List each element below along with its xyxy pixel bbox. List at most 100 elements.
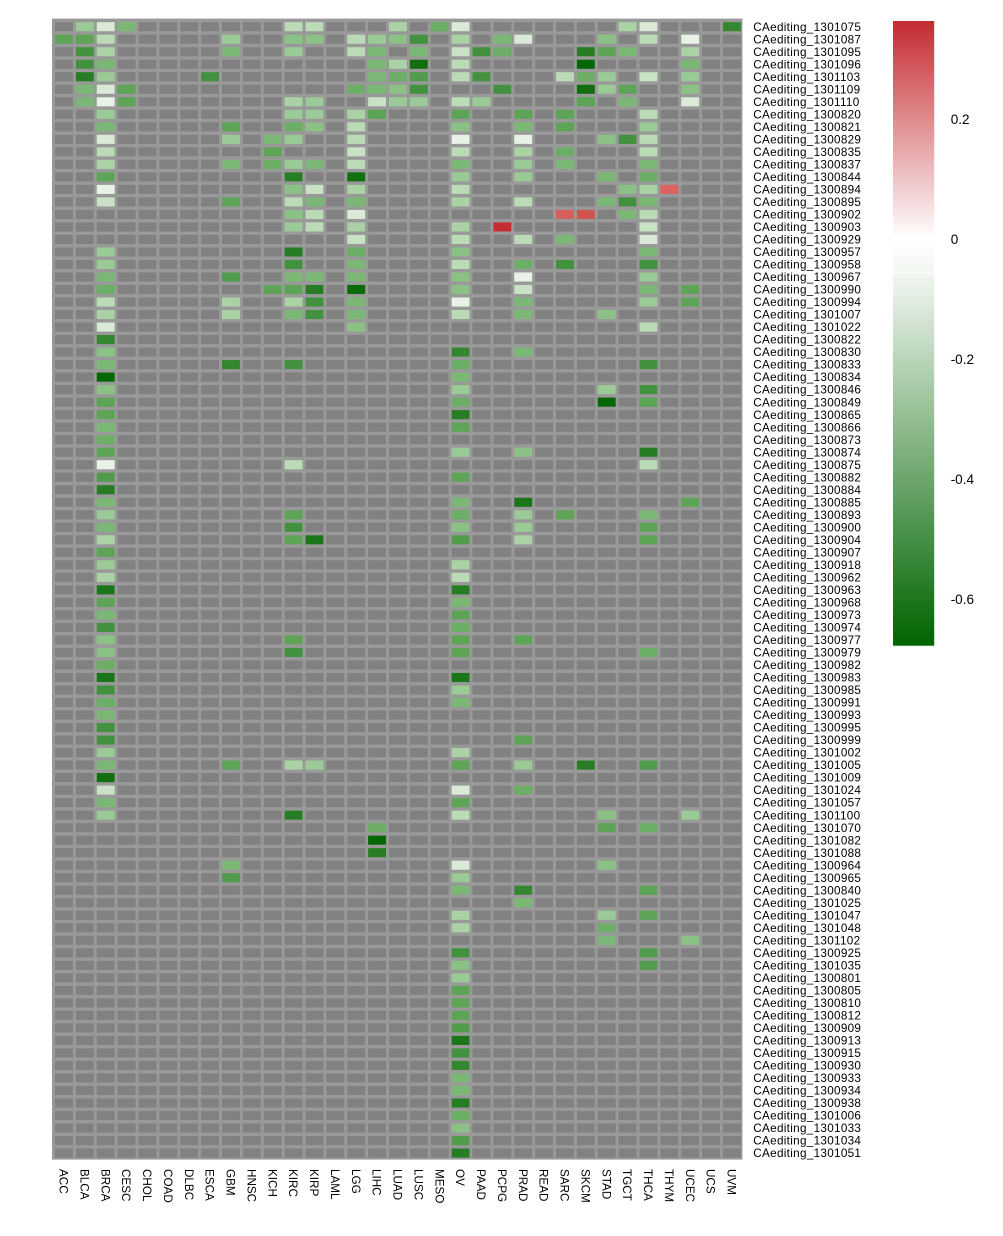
svg-text:CAediting_1300913: CAediting_1300913 [753,1035,861,1048]
svg-text:UVM: UVM [725,1169,738,1195]
svg-text:CAediting_1300925: CAediting_1300925 [753,947,861,960]
svg-text:BRCA: BRCA [98,1169,111,1202]
svg-text:CAediting_1300915: CAediting_1300915 [753,1047,861,1060]
svg-text:CAediting_1301034: CAediting_1301034 [753,1135,861,1148]
svg-text:CAediting_1301096: CAediting_1301096 [753,58,861,71]
svg-text:CAediting_1300895: CAediting_1300895 [753,196,861,209]
svg-text:CAediting_1300835: CAediting_1300835 [753,146,861,159]
svg-text:CAediting_1300973: CAediting_1300973 [753,609,861,622]
svg-text:CAediting_1300974: CAediting_1300974 [753,622,861,635]
svg-text:KIRC: KIRC [286,1169,299,1197]
svg-text:KICH: KICH [265,1169,278,1197]
svg-text:OV: OV [453,1169,466,1186]
svg-text:LUAD: LUAD [391,1169,404,1200]
svg-text:CAediting_1300968: CAediting_1300968 [753,596,861,609]
svg-text:TGCT: TGCT [620,1169,633,1201]
svg-text:LGG: LGG [349,1169,362,1194]
svg-text:UCS: UCS [704,1169,717,1194]
svg-text:STAD: STAD [599,1169,612,1199]
svg-text:DLBC: DLBC [182,1169,195,1200]
svg-text:CAediting_1300805: CAediting_1300805 [753,984,861,997]
svg-text:CAediting_1300801: CAediting_1300801 [753,972,861,985]
svg-text:PCPG: PCPG [495,1169,508,1202]
svg-text:CAediting_1300882: CAediting_1300882 [753,471,861,484]
svg-text:COAD: COAD [161,1169,174,1203]
svg-text:MESO: MESO [432,1169,445,1203]
svg-text:PAAD: PAAD [474,1169,487,1200]
svg-text:CAediting_1300846: CAediting_1300846 [753,384,861,397]
svg-text:CAediting_1300977: CAediting_1300977 [753,634,861,647]
svg-text:UCEC: UCEC [683,1169,696,1202]
svg-text:0: 0 [951,232,959,247]
svg-text:-0.2: -0.2 [951,352,974,367]
svg-text:CAediting_1300822: CAediting_1300822 [753,334,861,347]
svg-text:0.2: 0.2 [951,112,970,127]
svg-text:KIRP: KIRP [307,1169,320,1196]
svg-text:CAediting_1300812: CAediting_1300812 [753,1009,861,1022]
svg-text:CAediting_1301002: CAediting_1301002 [753,747,861,760]
svg-text:READ: READ [537,1169,550,1201]
svg-text:CAediting_1301006: CAediting_1301006 [753,1110,861,1123]
svg-text:CAediting_1300918: CAediting_1300918 [753,559,861,572]
svg-text:CAediting_1300958: CAediting_1300958 [753,259,861,272]
svg-text:CAediting_1300821: CAediting_1300821 [753,121,861,134]
svg-text:THCA: THCA [641,1169,654,1201]
svg-text:CAediting_1301103: CAediting_1301103 [753,71,860,84]
svg-text:HNSC: HNSC [244,1169,257,1202]
svg-text:BLCA: BLCA [77,1169,90,1200]
svg-text:CAediting_1300829: CAediting_1300829 [753,133,861,146]
svg-text:CAediting_1301005: CAediting_1301005 [753,759,861,772]
svg-text:CAediting_1301009: CAediting_1301009 [753,772,861,785]
svg-text:CAediting_1301033: CAediting_1301033 [753,1122,861,1135]
svg-text:CAediting_1300885: CAediting_1300885 [753,496,861,509]
svg-text:CAediting_1301088: CAediting_1301088 [753,847,861,860]
svg-text:CAediting_1300893: CAediting_1300893 [753,509,861,522]
svg-text:CAediting_1300990: CAediting_1300990 [753,284,861,297]
svg-text:CAediting_1300900: CAediting_1300900 [753,521,861,534]
svg-text:CAediting_1300902: CAediting_1300902 [753,209,861,222]
svg-text:CAediting_1301022: CAediting_1301022 [753,321,861,334]
svg-text:ACC: ACC [57,1169,70,1194]
svg-text:SKCM: SKCM [578,1169,591,1203]
svg-text:CAediting_1300840: CAediting_1300840 [753,884,861,897]
svg-text:-0.6: -0.6 [951,592,974,607]
svg-text:CAediting_1300874: CAediting_1300874 [753,446,861,459]
svg-text:GBM: GBM [224,1169,237,1196]
svg-text:CAediting_1300994: CAediting_1300994 [753,296,861,309]
svg-text:CAediting_1300979: CAediting_1300979 [753,647,861,660]
svg-text:CAediting_1300820: CAediting_1300820 [753,108,861,121]
svg-text:CAediting_1300985: CAediting_1300985 [753,684,861,697]
svg-text:CESC: CESC [119,1169,132,1201]
svg-text:CAediting_1301047: CAediting_1301047 [753,909,861,922]
svg-text:CAediting_1300934: CAediting_1300934 [753,1085,861,1098]
svg-text:CAediting_1300963: CAediting_1300963 [753,584,861,597]
svg-text:CAediting_1300991: CAediting_1300991 [753,697,861,710]
svg-text:SARC: SARC [558,1169,571,1201]
svg-text:CAediting_1300993: CAediting_1300993 [753,709,861,722]
svg-text:CAediting_1301024: CAediting_1301024 [753,784,861,797]
svg-text:CAediting_1301035: CAediting_1301035 [753,959,861,972]
svg-text:CAediting_1300957: CAediting_1300957 [753,246,861,259]
svg-text:ESCA: ESCA [203,1169,216,1201]
svg-text:CAediting_1300962: CAediting_1300962 [753,571,861,584]
svg-text:CAediting_1300810: CAediting_1300810 [753,997,861,1010]
svg-text:LAML: LAML [328,1169,341,1200]
svg-text:CAediting_1300938: CAediting_1300938 [753,1097,861,1110]
svg-text:THYM: THYM [662,1169,675,1202]
svg-text:CAediting_1301109: CAediting_1301109 [753,83,860,96]
svg-text:CAediting_1301087: CAediting_1301087 [753,33,861,46]
svg-text:CAediting_1300967: CAediting_1300967 [753,271,861,284]
svg-text:CAediting_1300964: CAediting_1300964 [753,859,861,872]
svg-text:CAediting_1300833: CAediting_1300833 [753,359,861,372]
svg-text:CAediting_1301102: CAediting_1301102 [753,934,860,947]
svg-text:CAediting_1301025: CAediting_1301025 [753,897,861,910]
svg-text:CAediting_1300844: CAediting_1300844 [753,171,861,184]
svg-text:CAediting_1300873: CAediting_1300873 [753,434,861,447]
svg-text:LIHC: LIHC [370,1169,383,1196]
svg-text:CAediting_1300837: CAediting_1300837 [753,158,861,171]
svg-text:CAediting_1300884: CAediting_1300884 [753,484,861,497]
svg-text:CAediting_1300930: CAediting_1300930 [753,1060,861,1073]
svg-text:CAediting_1301082: CAediting_1301082 [753,834,861,847]
svg-text:CAediting_1300983: CAediting_1300983 [753,672,861,685]
svg-text:CAediting_1301057: CAediting_1301057 [753,797,861,810]
